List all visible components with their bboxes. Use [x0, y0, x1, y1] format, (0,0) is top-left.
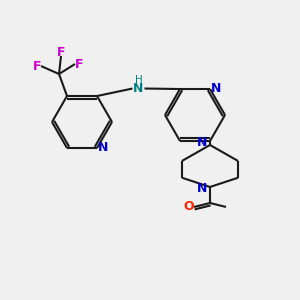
Text: F: F [33, 59, 41, 73]
Text: F: F [75, 58, 83, 70]
Text: F: F [57, 46, 65, 59]
Text: H: H [135, 74, 142, 85]
Text: N: N [133, 82, 144, 95]
Text: N: N [196, 182, 207, 196]
Text: N: N [211, 82, 221, 94]
Text: N: N [98, 142, 108, 154]
Text: N: N [196, 136, 207, 149]
Text: O: O [184, 200, 194, 214]
